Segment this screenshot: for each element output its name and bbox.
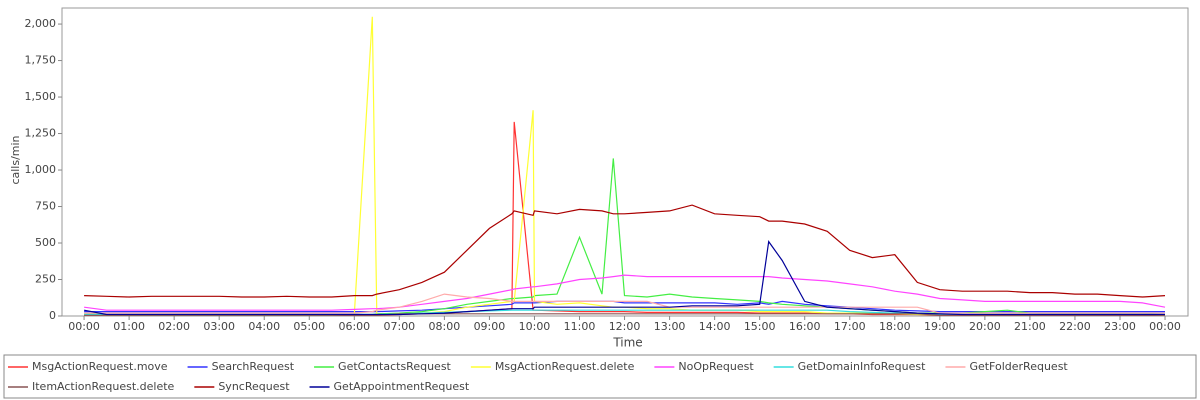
legend-label: SearchRequest: [212, 360, 295, 373]
legend-label: MsgActionRequest.move: [32, 360, 168, 373]
x-tick-label: 21:00: [1014, 320, 1046, 333]
x-tick-label: 04:00: [248, 320, 280, 333]
series-line: [83, 240, 1165, 316]
legend-label: GetAppointmentRequest: [334, 380, 470, 393]
series-line: [84, 313, 1165, 316]
x-tick-label: 03:00: [203, 320, 235, 333]
x-tick-label: 22:00: [1059, 320, 1091, 333]
y-tick-label: 250: [35, 273, 56, 286]
y-tick-label: 1,500: [25, 90, 57, 103]
x-tick-label: 16:00: [789, 320, 821, 333]
legend-label: GetDomainInfoRequest: [798, 360, 926, 373]
x-tick-label: 05:00: [293, 320, 325, 333]
x-tick-label: 06:00: [338, 320, 370, 333]
x-tick-label: 09:00: [474, 320, 506, 333]
y-tick-label: 2,000: [25, 17, 57, 30]
plot-area: [61, 7, 1189, 317]
series-line: [84, 274, 1166, 311]
y-tick-label: 1,000: [25, 163, 57, 176]
x-tick-label: 14:00: [699, 320, 731, 333]
x-tick-label: 18:00: [879, 320, 911, 333]
series-line: [84, 293, 1165, 314]
x-axis-label: Time: [612, 336, 642, 350]
y-tick-label: 1,750: [25, 54, 57, 67]
x-tick-label: 15:00: [744, 320, 776, 333]
y-tick-label: 0: [49, 309, 56, 322]
x-tick-label: 07:00: [383, 320, 415, 333]
legend-label: GetFolderRequest: [969, 360, 1068, 373]
x-tick-label: 13:00: [654, 320, 686, 333]
x-tick-label: 17:00: [834, 320, 866, 333]
y-tick-label: 500: [35, 236, 56, 249]
x-tick-label: 00:00: [68, 320, 100, 333]
legend-label: ItemActionRequest.delete: [32, 380, 175, 393]
x-tick-label: 23:00: [1104, 320, 1136, 333]
x-tick-label: 12:00: [609, 320, 641, 333]
y-tick-label: 750: [35, 200, 56, 213]
x-tick-label: 10:00: [519, 320, 551, 333]
x-tick-label: 20:00: [969, 320, 1001, 333]
y-tick-label: 1,250: [25, 127, 57, 140]
legend-label: GetContactsRequest: [338, 360, 452, 373]
legend-label: SyncRequest: [218, 380, 290, 393]
legend-label: MsgActionRequest.delete: [495, 360, 635, 373]
legend-label: NoOpRequest: [678, 360, 754, 373]
x-tick-label: 11:00: [564, 320, 596, 333]
x-tick-label: 19:00: [924, 320, 956, 333]
x-tick-label: 00:00: [1149, 320, 1181, 333]
x-tick-label: 01:00: [113, 320, 145, 333]
legend-box: [3, 354, 1197, 399]
series-line: [84, 204, 1166, 298]
y-axis-label: calls/min: [9, 135, 22, 184]
x-tick-label: 02:00: [158, 320, 190, 333]
x-tick-label: 08:00: [429, 320, 461, 333]
